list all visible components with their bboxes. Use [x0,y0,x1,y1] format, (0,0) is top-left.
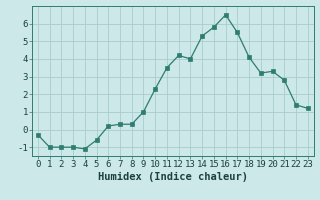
X-axis label: Humidex (Indice chaleur): Humidex (Indice chaleur) [98,172,248,182]
